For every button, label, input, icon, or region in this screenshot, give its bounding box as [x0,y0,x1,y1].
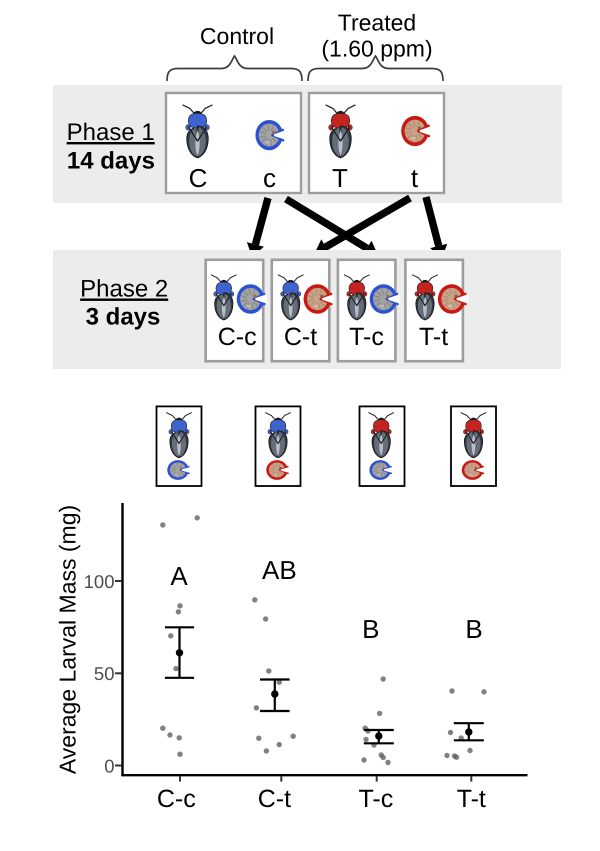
svg-text:14 days: 14 days [67,148,155,175]
svg-text:C-c: C-c [157,785,196,813]
svg-text:A: A [170,561,188,591]
svg-text:Phase 1: Phase 1 [67,119,155,146]
svg-text:t: t [411,163,419,193]
svg-text:AB: AB [262,555,297,585]
svg-text:Control: Control [200,23,274,49]
svg-text:50: 50 [94,663,115,684]
svg-text:Average Larval Mass (mg): Average Larval Mass (mg) [55,505,81,774]
svg-text:C: C [189,163,208,193]
svg-text:T-t: T-t [419,323,448,351]
svg-text:Treated: Treated [338,10,416,36]
svg-text:T-c: T-c [349,323,384,351]
svg-text:T: T [332,163,348,193]
svg-text:C-c: C-c [218,323,257,351]
svg-text:3 days: 3 days [86,304,161,331]
svg-text:0: 0 [104,755,114,776]
svg-text:c: c [263,163,276,193]
svg-text:T-t: T-t [457,785,486,813]
svg-text:100: 100 [84,571,115,592]
svg-text:Phase 2: Phase 2 [80,276,168,303]
svg-text:C-t: C-t [258,785,291,813]
svg-text:B: B [362,614,379,644]
svg-text:C-t: C-t [284,323,317,351]
svg-text:B: B [465,614,482,644]
svg-text:T-c: T-c [359,785,394,813]
